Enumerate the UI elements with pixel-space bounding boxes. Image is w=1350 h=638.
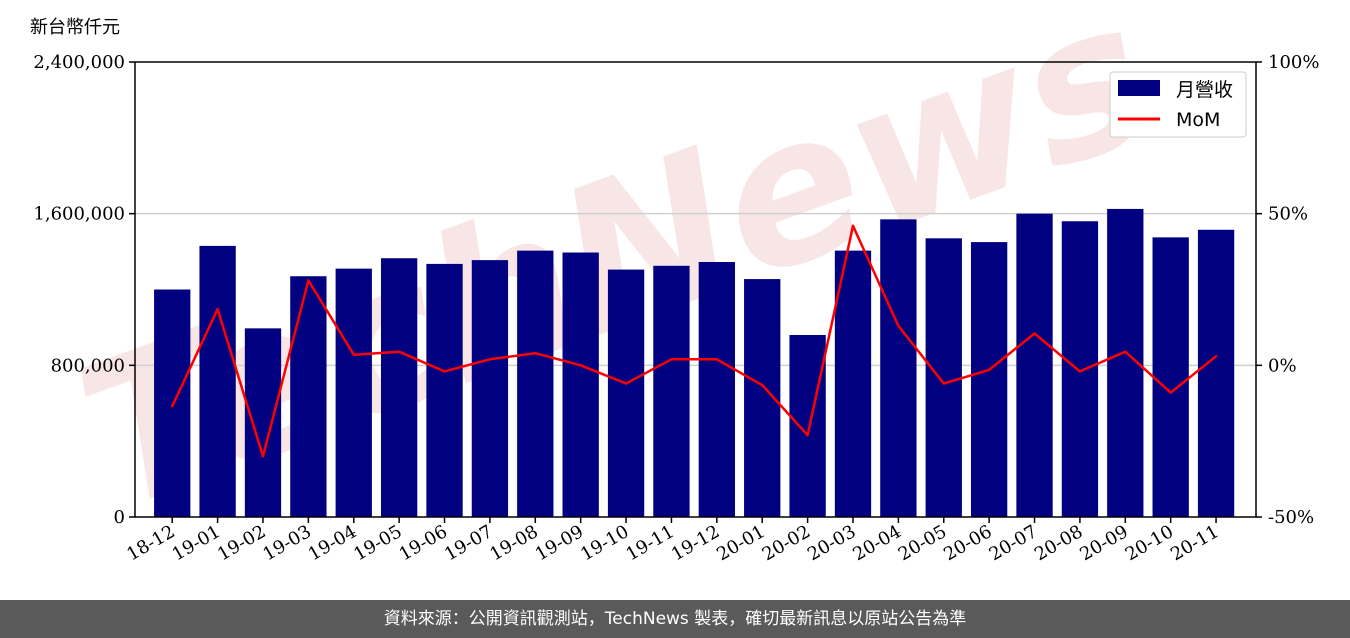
bar-19-05 xyxy=(380,258,418,517)
mom-point-19-08 xyxy=(534,352,537,355)
x-tick-label: 19-06 xyxy=(396,521,451,565)
x-tick-label: 20-01 xyxy=(713,521,768,565)
x-tick-label: 19-09 xyxy=(532,521,587,565)
mom-point-20-09 xyxy=(1124,350,1127,353)
mom-point-18-12 xyxy=(171,405,174,408)
bar-19-01 xyxy=(199,245,236,518)
bar-20-07 xyxy=(1016,213,1053,517)
bar-19-06 xyxy=(426,263,463,517)
x-tick-label: 19-08 xyxy=(486,521,541,565)
x-tick-label: 19-05 xyxy=(350,521,405,565)
y-right-tick-label: 100% xyxy=(1268,52,1319,73)
x-tick-label: 19-12 xyxy=(668,521,723,565)
legend: 月營收 MoM xyxy=(1109,71,1247,138)
bar-19-12 xyxy=(698,262,735,517)
x-tick-label: 20-10 xyxy=(1122,521,1177,565)
bar-20-05 xyxy=(925,238,962,517)
x-tick-label: 19-04 xyxy=(305,521,360,565)
x-tick-label: 20-04 xyxy=(849,521,904,565)
bar-18-12 xyxy=(154,289,191,517)
mom-point-20-11 xyxy=(1214,355,1218,358)
bar-19-10 xyxy=(607,269,645,517)
mom-point-20-01 xyxy=(761,383,764,387)
mom-point-20-04 xyxy=(897,324,900,328)
x-tick-label: 19-02 xyxy=(214,521,269,565)
mom-point-20-02 xyxy=(806,433,809,437)
mom-point-19-12 xyxy=(715,358,719,361)
x-tick-label: 20-02 xyxy=(759,521,814,565)
x-tick-label: 20-05 xyxy=(895,521,950,565)
bar-20-11 xyxy=(1197,229,1235,517)
line-series-mom xyxy=(171,224,1218,458)
y-right-tick-label: 0% xyxy=(1268,355,1297,376)
x-tick-label: 20-08 xyxy=(1031,521,1086,565)
y-left-tick-label: 2,400,000 xyxy=(33,52,125,73)
x-tick-label: 20-07 xyxy=(986,521,1041,565)
bar-19-02 xyxy=(244,328,282,517)
bar-20-02 xyxy=(789,335,826,517)
x-tick-label: 19-03 xyxy=(259,521,314,565)
bar-20-08 xyxy=(1061,221,1099,517)
mom-point-20-10 xyxy=(1169,391,1172,394)
bar-19-03 xyxy=(290,276,327,517)
x-tick-label: 20-03 xyxy=(804,521,859,565)
x-tick-label: 19-11 xyxy=(623,521,678,565)
y-left-tick-label: 1,600,000 xyxy=(33,204,125,225)
x-tick-label: 20-11 xyxy=(1167,521,1222,565)
mom-point-19-10 xyxy=(624,382,628,385)
mom-point-19-11 xyxy=(670,358,673,361)
legend-label-mom: MoM xyxy=(1176,109,1220,131)
bar-20-06 xyxy=(970,242,1008,517)
source-footer: 資料來源：公開資訊觀測站，TechNews 製表，確切最新訊息以原站公告為準 xyxy=(0,600,1350,638)
mom-line xyxy=(171,224,1217,458)
y-right-tick-label: -50% xyxy=(1268,507,1314,528)
mom-point-20-06 xyxy=(987,368,991,372)
mom-point-19-02 xyxy=(261,455,265,458)
y-right-tick-label: 50% xyxy=(1268,204,1308,225)
plot-frame xyxy=(134,61,1257,518)
bar-19-09 xyxy=(562,252,599,517)
y-left-tick-label: 800,000 xyxy=(51,355,125,376)
legend-swatch-revenue xyxy=(1118,80,1160,96)
mom-point-19-03 xyxy=(307,279,310,282)
legend-label-revenue: 月營收 xyxy=(1176,79,1233,101)
mom-point-20-03 xyxy=(851,224,855,227)
mom-point-19-09 xyxy=(579,364,582,367)
bar-19-04 xyxy=(335,268,372,517)
bar-20-04 xyxy=(880,219,917,517)
mom-point-20-08 xyxy=(1078,370,1082,373)
bar-19-11 xyxy=(653,265,690,517)
mom-point-20-07 xyxy=(1033,332,1036,335)
chart: TechNews 0800,0001,600,0002,400,000-50%0… xyxy=(30,0,1319,565)
bar-20-03 xyxy=(834,250,872,517)
mom-point-19-04 xyxy=(352,353,355,356)
mom-point-20-05 xyxy=(942,382,945,385)
bar-19-08 xyxy=(517,250,554,517)
x-tick-label: 20-06 xyxy=(940,521,995,565)
y-axis-unit-label: 新台幣仟元 xyxy=(30,17,120,38)
mom-point-19-06 xyxy=(443,370,446,373)
bar-19-07 xyxy=(471,260,509,517)
mom-point-19-07 xyxy=(488,358,492,361)
bar-20-10 xyxy=(1152,237,1189,518)
bar-series-monthly-revenue xyxy=(154,208,1235,518)
x-tick-label: 19-07 xyxy=(441,521,496,565)
mom-point-19-05 xyxy=(397,350,401,353)
x-tick-label: 20-09 xyxy=(1076,521,1131,565)
mom-point-19-01 xyxy=(216,308,219,311)
y-left-tick-label: 0 xyxy=(114,507,125,528)
x-tick-label: 19-10 xyxy=(577,521,632,565)
